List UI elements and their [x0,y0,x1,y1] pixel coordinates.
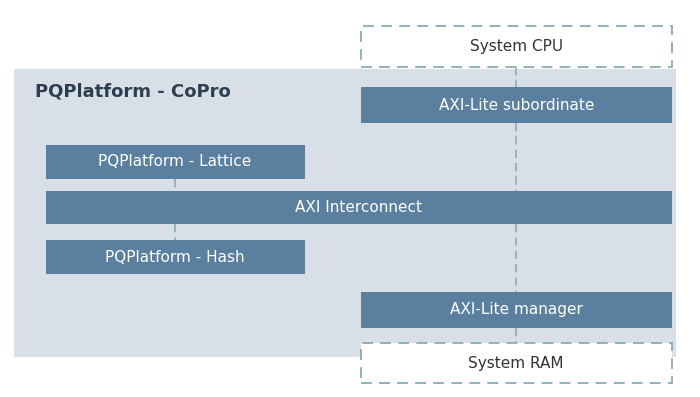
Text: System CPU: System CPU [470,39,563,54]
FancyBboxPatch shape [46,145,304,179]
FancyBboxPatch shape [46,240,304,274]
Text: AXI Interconnect: AXI Interconnect [295,200,422,215]
FancyBboxPatch shape [360,343,672,383]
Text: System RAM: System RAM [468,356,564,371]
Text: AXI-Lite manager: AXI-Lite manager [450,302,582,317]
FancyBboxPatch shape [14,69,676,357]
FancyBboxPatch shape [360,87,672,123]
Text: PQPlatform - CoPro: PQPlatform - CoPro [35,82,231,100]
FancyBboxPatch shape [360,26,672,67]
Text: PQPlatform - Lattice: PQPlatform - Lattice [99,154,251,169]
Text: AXI-Lite subordinate: AXI-Lite subordinate [439,98,594,113]
FancyBboxPatch shape [46,191,672,224]
Text: PQPlatform - Hash: PQPlatform - Hash [105,250,245,264]
FancyBboxPatch shape [360,292,672,328]
